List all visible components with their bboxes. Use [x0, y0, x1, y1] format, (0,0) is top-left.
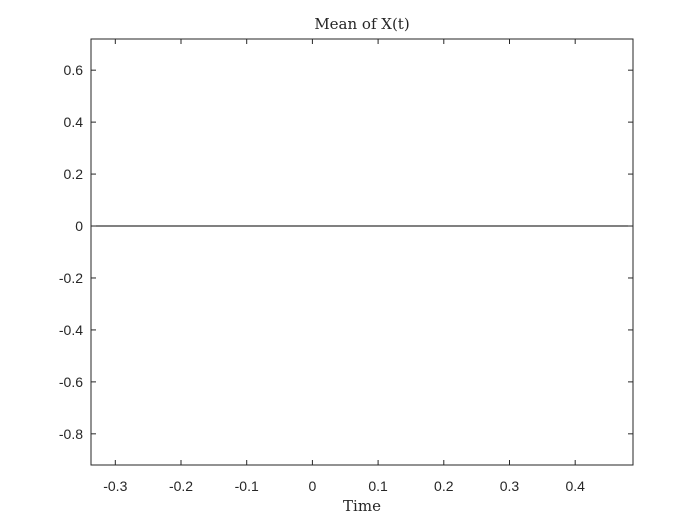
x-tick-label: 0.1 — [368, 478, 388, 494]
y-axis-ticks: 0.6 0.4 0.2 0 -0.2 -0.4 -0.6 -0.8 — [59, 62, 633, 442]
chart-title: Mean of X(t) — [314, 15, 409, 33]
x-tick-label: 0.2 — [434, 478, 454, 494]
x-axis-ticks: -0.3 -0.2 -0.1 0 0.1 0.2 0.3 0.4 — [103, 39, 585, 494]
x-tick-label: 0 — [309, 478, 317, 494]
axes-box — [90, 38, 634, 466]
x-tick-label: 0.3 — [500, 478, 520, 494]
y-tick-label: 0.6 — [64, 62, 84, 78]
x-tick-label: -0.3 — [103, 478, 127, 494]
x-axis-label: Time — [343, 497, 381, 515]
y-tick-label: -0.4 — [59, 322, 83, 338]
x-tick-label: -0.2 — [169, 478, 193, 494]
y-tick-label: -0.6 — [59, 374, 83, 390]
y-tick-label: -0.8 — [59, 426, 83, 442]
x-tick-label: -0.1 — [235, 478, 259, 494]
y-tick-label: 0.2 — [64, 166, 84, 182]
y-tick-label: 0.4 — [64, 114, 84, 130]
y-tick-label: -0.2 — [59, 270, 83, 286]
plot-area — [91, 39, 633, 465]
x-tick-label: 0.4 — [565, 478, 585, 494]
y-tick-label: 0 — [75, 218, 83, 234]
